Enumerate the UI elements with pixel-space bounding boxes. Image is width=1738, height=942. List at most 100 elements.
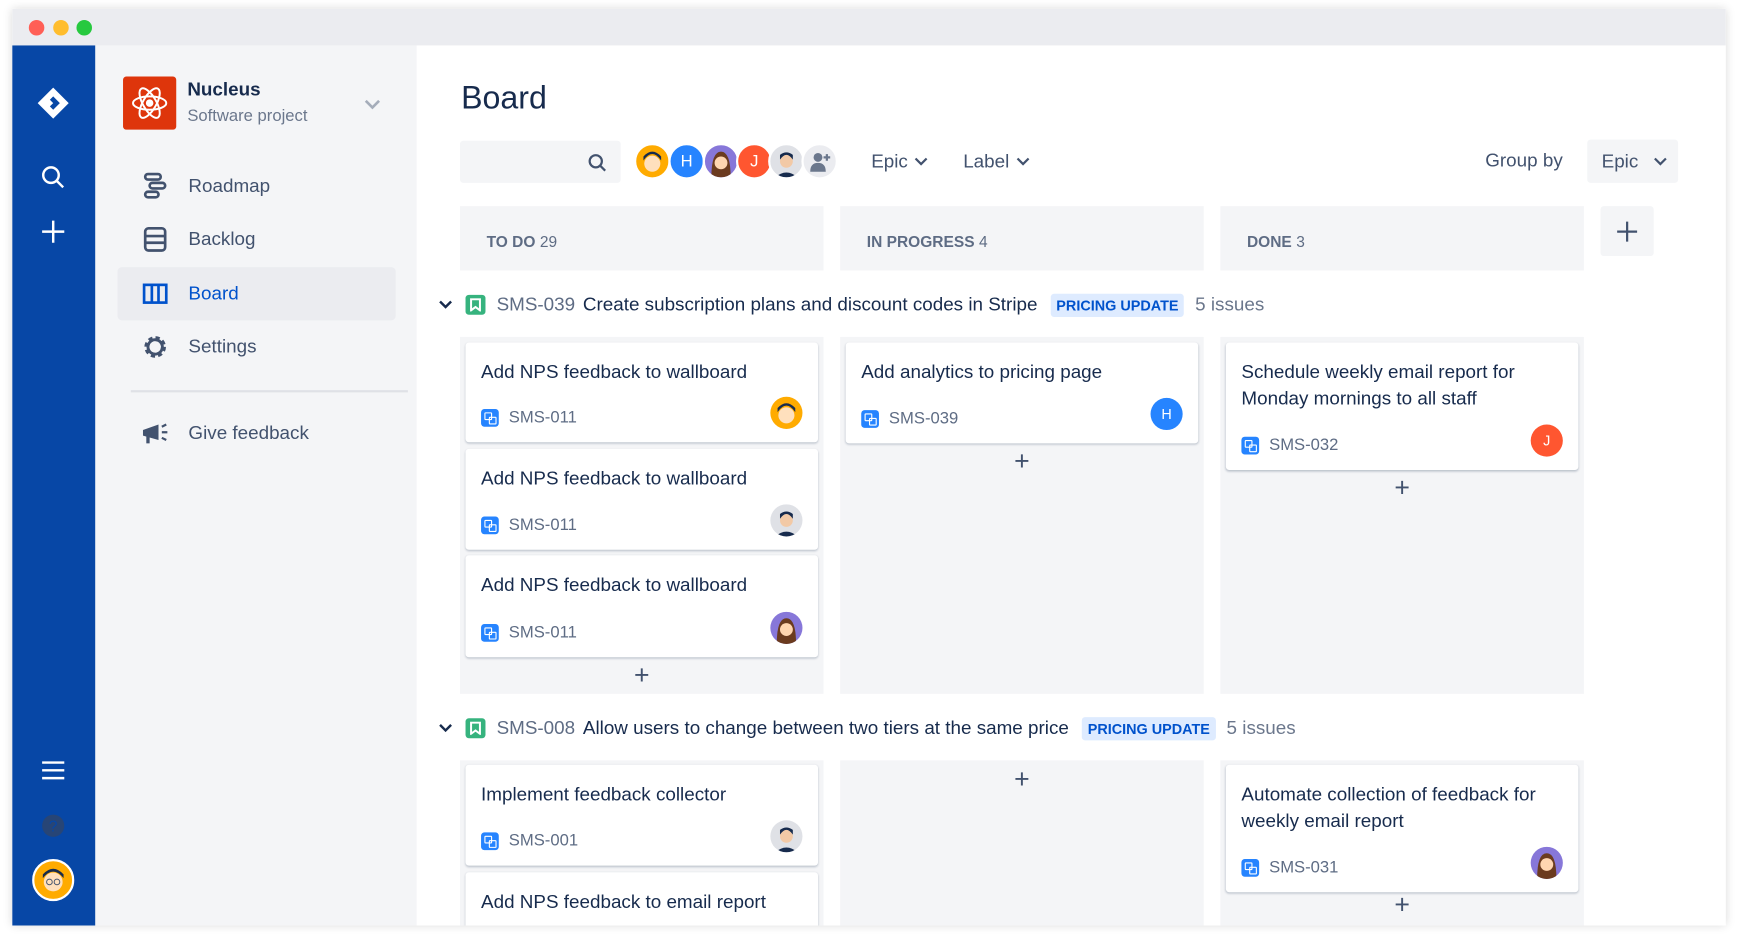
add-people-button[interactable] — [801, 142, 838, 180]
jira-logo-icon[interactable] — [33, 83, 73, 123]
avatar[interactable] — [768, 142, 805, 180]
swimlane-column-inprogress: + — [840, 760, 1204, 926]
minimize-window-button[interactable] — [53, 19, 69, 36]
title-bar — [12, 8, 1726, 46]
issue-card[interactable]: Add NPS feedback to email report — [465, 872, 818, 926]
issue-key: SMS-011 — [508, 622, 577, 642]
chevron-down-icon[interactable] — [439, 724, 452, 733]
assignee-avatar[interactable]: J — [1530, 424, 1563, 457]
column-header-done: DONE 3 — [1220, 206, 1584, 271]
chevron-down-icon — [1654, 157, 1667, 166]
assignee-avatar[interactable] — [770, 611, 803, 644]
epic-label-badge: PRICING UPDATE — [1082, 716, 1216, 740]
add-issue-button[interactable]: + — [1014, 764, 1030, 795]
give-feedback-label: Give feedback — [188, 422, 309, 444]
search-input[interactable] — [459, 140, 621, 183]
column-header-in-progress: IN PROGRESS 4 — [840, 206, 1204, 271]
search-icon — [588, 154, 606, 172]
add-person-icon — [809, 152, 830, 172]
epic-row[interactable]: SMS-008 Allow users to change between tw… — [439, 716, 1296, 740]
issue-title: Add NPS feedback to email report — [481, 891, 766, 913]
swimlane-column-done: Schedule weekly email report for Monday … — [1220, 336, 1584, 694]
issue-key: SMS-031 — [1269, 857, 1339, 877]
add-issue-button[interactable]: + — [1394, 473, 1410, 504]
project-name: Nucleus — [187, 78, 261, 100]
issue-key: SMS-001 — [508, 831, 579, 851]
sidebar-item-roadmap[interactable]: Roadmap — [117, 160, 395, 213]
sidebar-item-label: Settings — [188, 335, 257, 357]
assignee-avatar[interactable] — [770, 396, 803, 429]
sidebar-item-backlog[interactable]: Backlog — [117, 213, 395, 266]
assignee-avatar[interactable] — [770, 820, 803, 853]
epic-issue-count: 5 issues — [1226, 717, 1296, 739]
create-icon[interactable] — [33, 212, 73, 252]
issue-card[interactable]: Implement feedback collector SMS-001 — [465, 764, 818, 866]
roadmap-icon — [117, 172, 188, 201]
subtask-icon — [481, 831, 499, 850]
svg-text:?: ? — [49, 818, 58, 835]
epic-issue-count: 5 issues — [1195, 293, 1265, 315]
issue-title: Add analytics to pricing page — [861, 361, 1103, 383]
avatar[interactable] — [702, 142, 740, 180]
issue-key: SMS-039 — [888, 408, 959, 428]
issue-key: SMS-011 — [508, 515, 577, 535]
epic-key: SMS-008 — [496, 717, 576, 739]
chevron-down-icon — [914, 157, 928, 166]
avatar[interactable]: J — [735, 142, 773, 180]
issue-card[interactable]: Add NPS feedback to wallboard SMS-011 — [465, 555, 818, 658]
issue-title: Implement feedback collector — [481, 783, 727, 805]
swimlane-column-todo: Implement feedback collector SMS-001 Add … — [459, 760, 824, 926]
app-window: ? Nucleus Software project Roadmap Backl… — [12, 8, 1726, 926]
chevron-down-icon[interactable] — [439, 300, 452, 309]
assignee-avatar[interactable] — [770, 504, 803, 537]
epic-icon — [465, 294, 486, 315]
label-filter-dropdown[interactable]: Label — [963, 151, 1029, 173]
sidebar-item-settings[interactable]: Settings — [117, 320, 395, 373]
gear-icon — [117, 334, 188, 361]
epic-row[interactable]: SMS-039 Create subscription plans and di… — [439, 293, 1264, 317]
menu-icon[interactable] — [33, 750, 73, 790]
epic-label-badge: PRICING UPDATE — [1050, 293, 1185, 317]
help-icon[interactable]: ? — [33, 806, 73, 846]
maximize-window-button[interactable] — [76, 19, 92, 36]
subtask-icon — [1241, 858, 1260, 877]
issue-card[interactable]: Schedule weekly email report for Monday … — [1225, 342, 1579, 470]
issue-title: Add NPS feedback to wallboard — [481, 361, 748, 383]
global-nav: ? — [12, 45, 96, 926]
close-window-button[interactable] — [28, 19, 45, 36]
search-icon[interactable] — [33, 157, 73, 197]
avatar[interactable]: H — [668, 142, 705, 180]
issue-title: Add NPS feedback to wallboard — [481, 467, 748, 489]
page-title: Board — [461, 80, 547, 117]
assignee-avatar[interactable]: H — [1150, 397, 1183, 431]
sidebar-item-board[interactable]: Board — [117, 267, 396, 321]
group-by-dropdown[interactable]: Epic — [1587, 139, 1679, 183]
epic-title: Create subscription plans and discount c… — [582, 293, 1038, 315]
issue-card[interactable]: Add analytics to pricing page SMS-039 H — [845, 342, 1199, 444]
chevron-down-icon — [1016, 157, 1029, 166]
assignee-avatar[interactable] — [1530, 846, 1563, 879]
issue-card[interactable]: Add NPS feedback to wallboard SMS-011 — [465, 448, 818, 550]
issue-key: SMS-011 — [508, 407, 577, 427]
issue-card[interactable]: Automate collection of feedback for week… — [1225, 764, 1579, 893]
board-icon — [117, 283, 188, 305]
epic-title: Allow users to change between two tiers … — [582, 717, 1069, 739]
add-column-button[interactable] — [1600, 206, 1654, 257]
project-type: Software project — [187, 106, 308, 126]
epic-filter-dropdown[interactable]: Epic — [871, 151, 928, 173]
subtask-icon — [481, 408, 499, 427]
issue-card[interactable]: Add NPS feedback to wallboard SMS-011 — [465, 342, 818, 443]
backlog-icon — [117, 226, 188, 253]
give-feedback-button[interactable]: Give feedback — [117, 407, 395, 460]
sidebar-item-label: Roadmap — [188, 175, 271, 197]
project-switcher-chevron-icon[interactable] — [364, 95, 382, 115]
add-issue-button[interactable]: + — [633, 660, 650, 691]
plus-icon — [1617, 221, 1638, 242]
avatar[interactable] — [634, 142, 671, 180]
add-issue-button[interactable]: + — [1014, 446, 1030, 477]
add-issue-button[interactable]: + — [1394, 890, 1410, 920]
swimlane-column-done: Automate collection of feedback for week… — [1220, 760, 1584, 926]
epic-key: SMS-039 — [496, 293, 576, 315]
subtask-icon — [1241, 436, 1260, 454]
user-avatar[interactable] — [32, 859, 75, 902]
